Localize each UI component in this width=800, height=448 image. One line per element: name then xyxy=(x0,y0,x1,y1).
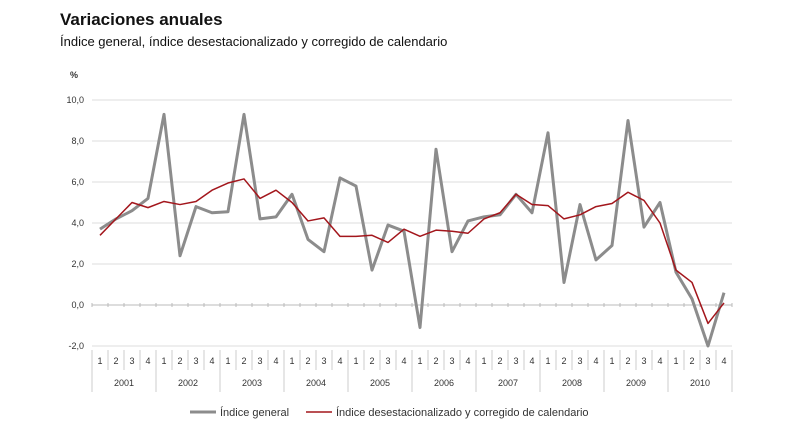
x-tick-label-year: 2008 xyxy=(562,378,582,388)
x-tick-label-quarter: 4 xyxy=(401,356,406,366)
x-tick-label-quarter: 1 xyxy=(481,356,486,366)
x-tick-label-quarter: 2 xyxy=(433,356,438,366)
x-tick-label-quarter: 3 xyxy=(705,356,710,366)
x-tick-label-year: 2001 xyxy=(114,378,134,388)
x-tick-label-quarter: 2 xyxy=(561,356,566,366)
y-tick-label: 0,0 xyxy=(71,300,84,310)
y-tick-label: 10,0 xyxy=(66,95,84,105)
x-tick-label-quarter: 1 xyxy=(225,356,230,366)
x-tick-label-quarter: 3 xyxy=(193,356,198,366)
x-tick-label-quarter: 3 xyxy=(385,356,390,366)
x-tick-label-quarter: 1 xyxy=(609,356,614,366)
x-tick-label-year: 2010 xyxy=(690,378,710,388)
x-tick-label-quarter: 4 xyxy=(209,356,214,366)
series-line-general xyxy=(99,112,726,348)
series-line-desestacionalizado xyxy=(99,178,725,325)
legend-label-desestacionalizado: Índice desestacionalizado y corregido de… xyxy=(336,406,589,419)
x-tick-label-quarter: 2 xyxy=(689,356,694,366)
x-tick-label-quarter: 3 xyxy=(513,356,518,366)
x-tick-label-quarter: 4 xyxy=(145,356,150,366)
x-tick-label-quarter: 1 xyxy=(97,356,102,366)
x-tick-label-quarter: 1 xyxy=(289,356,294,366)
legend-label-general: Índice general xyxy=(220,406,289,419)
y-tick-label: 4,0 xyxy=(71,218,84,228)
x-tick-label-quarter: 2 xyxy=(241,356,246,366)
x-tick-label-quarter: 1 xyxy=(353,356,358,366)
y-axis-label: % xyxy=(70,70,78,80)
x-tick-label-quarter: 1 xyxy=(161,356,166,366)
y-tick-label: 8,0 xyxy=(71,136,84,146)
x-tick-label-year: 2004 xyxy=(306,378,326,388)
x-tick-label-quarter: 2 xyxy=(625,356,630,366)
x-tick-label-quarter: 2 xyxy=(177,356,182,366)
x-tick-label-year: 2007 xyxy=(498,378,518,388)
x-tick-label-quarter: 3 xyxy=(449,356,454,366)
x-tick-label-quarter: 2 xyxy=(497,356,502,366)
y-tick-label: 6,0 xyxy=(71,177,84,187)
x-tick-label-quarter: 1 xyxy=(673,356,678,366)
x-tick-label-year: 2003 xyxy=(242,378,262,388)
x-tick-label-quarter: 4 xyxy=(337,356,342,366)
x-tick-label-quarter: 4 xyxy=(273,356,278,366)
x-tick-label-quarter: 3 xyxy=(577,356,582,366)
x-tick-label-quarter: 4 xyxy=(657,356,662,366)
x-tick-label-quarter: 3 xyxy=(257,356,262,366)
x-tick-label-quarter: 4 xyxy=(593,356,598,366)
x-tick-label-quarter: 1 xyxy=(417,356,422,366)
x-tick-label-year: 2002 xyxy=(178,378,198,388)
x-tick-label-year: 2006 xyxy=(434,378,454,388)
x-tick-label-year: 2005 xyxy=(370,378,390,388)
chart-title: Variaciones anuales xyxy=(60,10,223,29)
chart-subtitle: Índice general, índice desestacionalizad… xyxy=(60,34,448,49)
x-tick-label-quarter: 4 xyxy=(721,356,726,366)
x-tick-label-quarter: 1 xyxy=(545,356,550,366)
y-tick-label: -2,0 xyxy=(68,341,84,351)
x-tick-label-quarter: 2 xyxy=(369,356,374,366)
x-tick-label-quarter: 3 xyxy=(641,356,646,366)
y-tick-label: 2,0 xyxy=(71,259,84,269)
x-tick-label-year: 2009 xyxy=(626,378,646,388)
x-tick-label-quarter: 2 xyxy=(305,356,310,366)
x-tick-label-quarter: 3 xyxy=(129,356,134,366)
x-tick-label-quarter: 4 xyxy=(465,356,470,366)
x-tick-label-quarter: 4 xyxy=(529,356,534,366)
x-tick-label-quarter: 3 xyxy=(321,356,326,366)
x-tick-label-quarter: 2 xyxy=(113,356,118,366)
